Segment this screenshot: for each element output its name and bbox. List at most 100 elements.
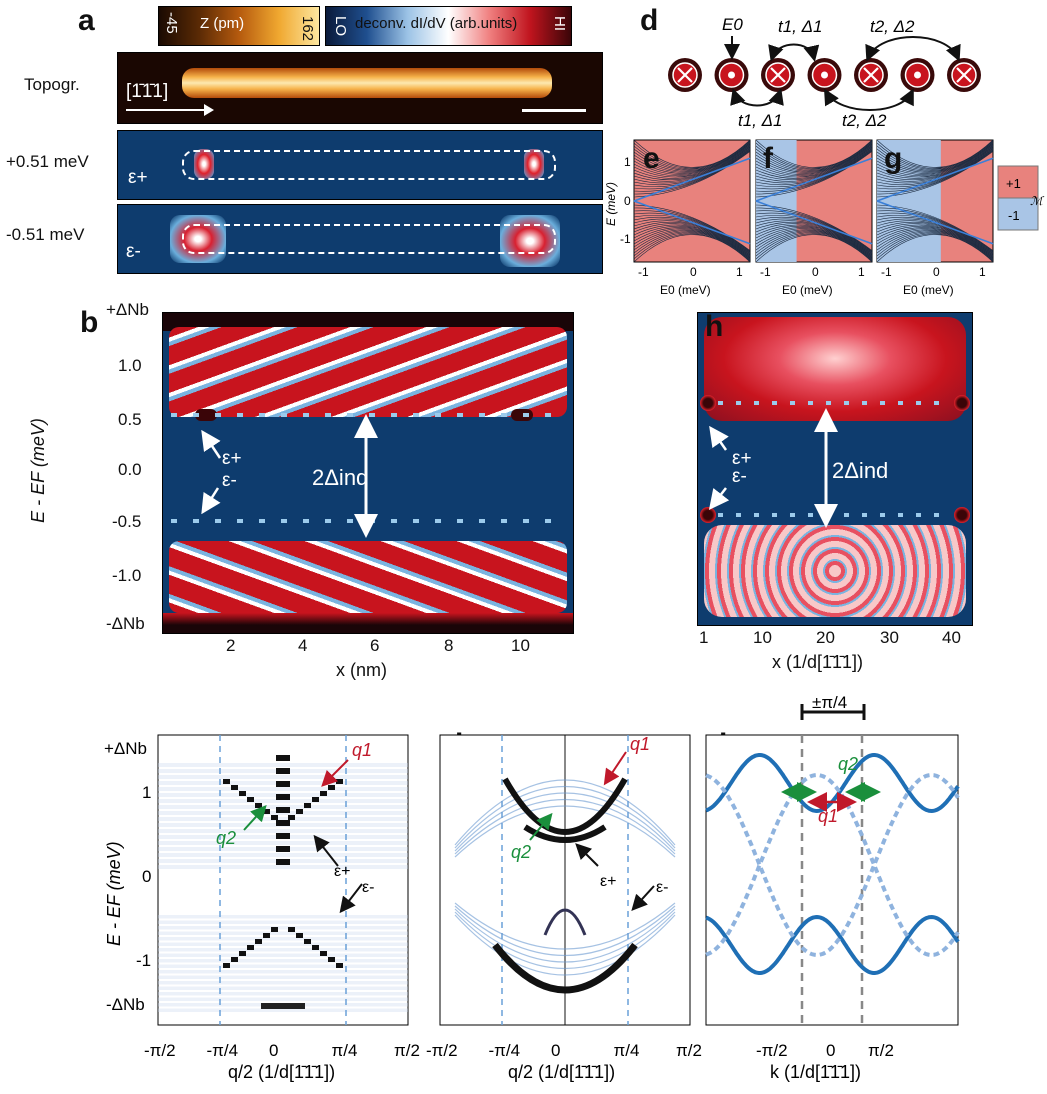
efg-band-top-1-3: [755, 141, 873, 171]
panel-i-q1: q1: [630, 734, 650, 754]
efg-band-bottom-0-2: [633, 232, 751, 262]
panel-c-q1-left-0: [223, 779, 230, 784]
efg-gap-edge-lower-0: [633, 200, 751, 245]
efg-band-top-0-7: [633, 143, 751, 175]
efg-band-bottom-2-8: [876, 226, 994, 258]
panel-c-center-mark-2: [276, 781, 290, 787]
chain-outline-minus: [182, 224, 556, 254]
efg-gap-edge-upper-0: [633, 157, 751, 202]
panel-c-ytick-delta-minus: -ΔNb: [106, 995, 145, 1014]
panel-j-frame: [705, 734, 959, 1026]
panel-b-ytick-0: 0.0: [118, 460, 142, 479]
efg-band-top-1-4: [755, 142, 873, 172]
panel-d-t2-bottom: t2, Δ2: [842, 111, 887, 130]
panel-c-xtick-4: π/2: [394, 1041, 420, 1060]
spin-dot-1: [728, 71, 735, 79]
panel-c-stripe-bottom-1: [158, 920, 408, 924]
panel-h-xtick-1: 1: [699, 628, 709, 647]
efg-band-bottom-1-4: [755, 230, 873, 260]
panel-c-plot: [157, 734, 409, 1026]
panel-c-low-right-1: [328, 957, 335, 962]
row-label-minus-energy: -0.51 meV: [6, 225, 85, 244]
efg-band-bottom-1-16: [755, 212, 873, 253]
efg-band-bottom-1-2: [755, 232, 873, 262]
efg-band-top-2-6: [876, 143, 994, 174]
panel-c-low-left-0: [223, 963, 230, 968]
efg-xlabel-2: E0 (meV): [903, 283, 954, 297]
efg-band-top-0-1: [633, 140, 751, 169]
panel-c-stripe-bottom-11: [158, 975, 408, 979]
efg-legend-plus: +1: [1006, 176, 1021, 191]
efg-band-top-1-2: [755, 140, 873, 170]
efg-band-bottom-1-7: [755, 227, 873, 259]
panel-c-stripe-bottom-13: [158, 986, 408, 990]
efg-band-top-0-6: [633, 143, 751, 174]
direction-label: [1̄1̄1]: [126, 81, 169, 102]
panel-j-xtick-2: π/2: [868, 1041, 894, 1060]
panel-c-low-left-5: [263, 933, 270, 938]
panels-efg: [633, 139, 994, 263]
efg-band-bottom-0-6: [633, 228, 751, 259]
panel-c-q1: q1: [352, 740, 372, 760]
panel-b-arrows: [201, 414, 378, 538]
panel-c-center-mark-5: [276, 820, 290, 826]
end-state-left-minus: [170, 215, 226, 263]
panel-i-lower-band-2: [454, 908, 676, 963]
efg-band-top-0-16: [633, 149, 751, 190]
efg-band-bottom-2-7: [876, 227, 994, 259]
panel-h-gap-label: 2Δind: [832, 458, 889, 483]
efg-band-bottom-1-17: [755, 210, 873, 253]
efg-band-top-2-4: [876, 142, 994, 172]
panel-c-q1-right-0: [336, 779, 343, 784]
efg-band-top-0-9: [633, 145, 751, 178]
efg-band-bottom-2-4: [876, 230, 994, 260]
end-state-right-minus: [500, 215, 560, 267]
panel-c-q1-left-3: [247, 797, 254, 802]
panel-c-center-mark-7: [276, 846, 290, 852]
panel-c-stripe-bottom-9: [158, 964, 408, 968]
efg-band-bottom-1-10: [755, 223, 873, 257]
panel-c-q2: q2: [216, 828, 236, 848]
panel-b-xtick-2: 2: [226, 636, 236, 655]
efg-band-bottom-2-2: [876, 232, 994, 262]
efg-xlabel-1: E0 (meV): [782, 283, 833, 297]
panel-h-eps-plus: ε+: [732, 448, 752, 469]
panel-c-stripe-bottom-3: [158, 931, 408, 935]
efg-band-bottom-0-18: [633, 207, 751, 252]
efg-band-bottom-2-0: [876, 234, 994, 263]
efg-band-top-0-8: [633, 144, 751, 176]
efg-band-bottom-0-0: [633, 234, 751, 263]
panel-c-low-right-5: [296, 933, 303, 938]
panel-c-stripe-top-0: [158, 763, 408, 767]
topography-chain: [182, 68, 552, 98]
panel-letter-b: b: [80, 306, 99, 339]
panel-b-xtick-4: 4: [298, 636, 308, 655]
panel-h-xtick-40: 40: [942, 628, 961, 647]
panel-i-lower-band-3: [454, 905, 676, 956]
efg-xtick-1-0: -1: [760, 265, 771, 279]
h-ingap-row-upper: [718, 401, 952, 405]
efg-band-top-0-17: [633, 149, 751, 192]
panel-i-xticks: -π/2 -π/4 0 π/4 π/2: [426, 1041, 702, 1060]
efg-gap-edge-upper-1: [755, 157, 873, 202]
efg-band-bottom-0-3: [633, 231, 751, 261]
panel-c-low-right-3: [312, 945, 319, 950]
panel-letter-a: a: [78, 4, 95, 37]
efg-band-top-1-16: [755, 149, 873, 190]
panel-c-stripe-bottom-5: [158, 942, 408, 946]
efg-band-top-0-0: [633, 139, 751, 168]
efg-band-bottom-1-15: [755, 214, 873, 254]
panel-c-low-left-1: [231, 957, 238, 962]
panel-c-q1-left-6: [271, 815, 278, 820]
panel-d-t2-top: t2, Δ2: [870, 17, 915, 36]
panel-c-stripe-top-6: [158, 799, 408, 803]
panel-c-q1-left-1: [231, 785, 238, 790]
efg-band-bottom-1-11: [755, 221, 873, 256]
panel-c-stripe-bottom-10: [158, 970, 408, 974]
efg-band-top-0-11: [633, 146, 751, 181]
band-lower: [169, 541, 567, 613]
panel-c-stripe-bottom-6: [158, 948, 408, 952]
panel-i-upper-band-3: [454, 799, 676, 855]
didv-map-minus: ε-: [117, 204, 603, 274]
